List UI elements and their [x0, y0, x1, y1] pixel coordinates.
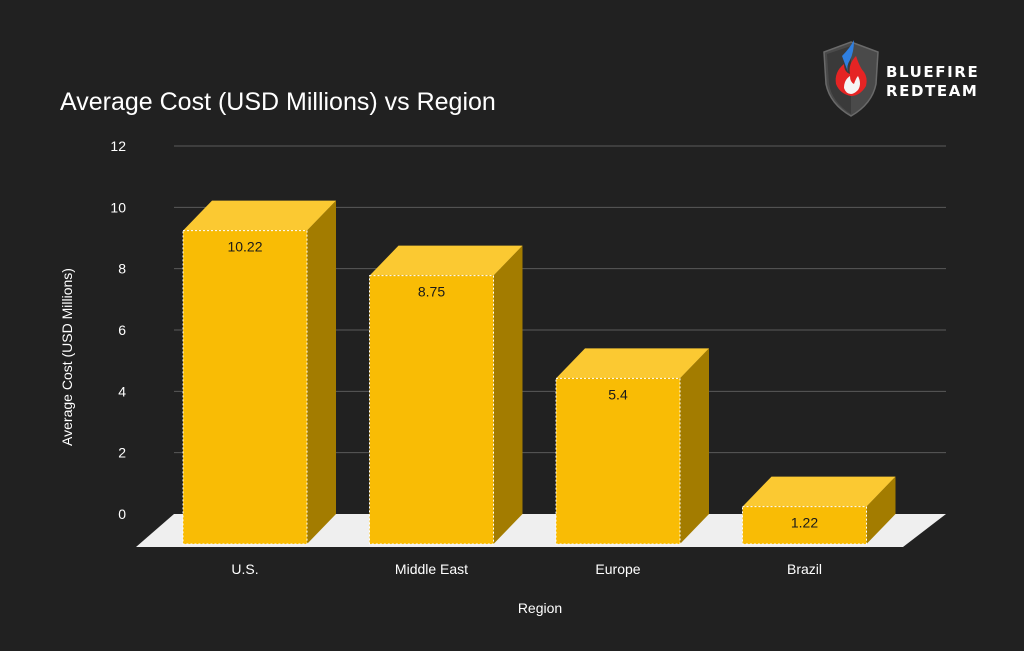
chart-title: Average Cost (USD Millions) vs Region [60, 88, 496, 116]
y-tick-label: 6 [118, 322, 126, 338]
x-tick-label: Europe [595, 561, 640, 577]
brand-name: BLUEFIRE REDTEAM [886, 63, 979, 101]
x-tick-label: U.S. [231, 561, 258, 577]
brand-logo: BLUEFIRE REDTEAM [820, 38, 990, 118]
bar-top [183, 200, 336, 231]
bar [555, 377, 681, 545]
bar [742, 506, 867, 545]
bar-top [369, 245, 523, 276]
brand-line2: REDTEAM [886, 82, 979, 100]
bar-value-label: 10.22 [227, 239, 262, 255]
y-tick-label: 4 [118, 383, 126, 399]
bar-side [307, 200, 336, 544]
y-tick-label: 8 [118, 261, 126, 277]
y-tick-label: 10 [110, 199, 126, 215]
bar-value-label: 5.4 [608, 386, 628, 402]
bar-side [866, 476, 896, 544]
bar-side [680, 348, 709, 544]
y-tick-label: 12 [110, 138, 126, 154]
bar-side [493, 245, 523, 544]
bar-top [742, 476, 896, 507]
bar-value-label: 1.22 [791, 515, 818, 531]
y-tick-label: 2 [118, 445, 126, 461]
bar [369, 275, 494, 545]
bar-value-label: 8.75 [418, 284, 445, 300]
y-tick-label: 0 [118, 506, 126, 522]
shield-flame-icon [823, 40, 879, 117]
brand-line1: BLUEFIRE [886, 63, 980, 81]
bar [182, 230, 308, 545]
x-tick-label: Middle East [395, 561, 468, 577]
x-tick-label: Brazil [787, 561, 822, 577]
bar-top [556, 348, 709, 379]
x-axis-title: Region [518, 600, 562, 616]
y-axis-title: Average Cost (USD Millions) [59, 268, 75, 446]
